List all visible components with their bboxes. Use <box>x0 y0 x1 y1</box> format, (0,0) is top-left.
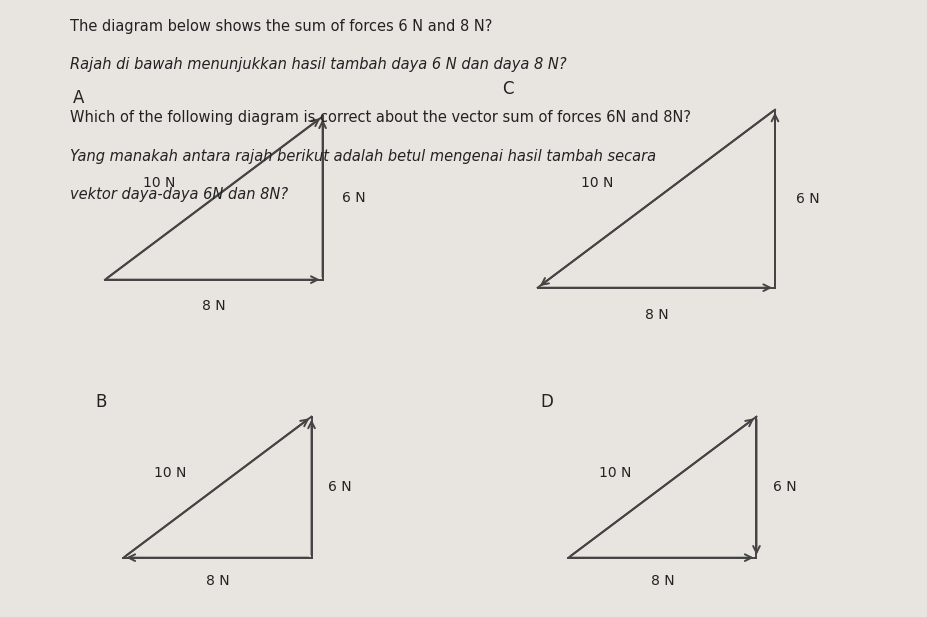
Text: 6 N: 6 N <box>328 480 351 494</box>
Text: 6 N: 6 N <box>342 191 365 205</box>
Text: 10 N: 10 N <box>154 466 186 480</box>
Text: 8 N: 8 N <box>202 299 225 313</box>
Text: 6 N: 6 N <box>795 192 819 205</box>
Text: Yang manakah antara rajah berikut adalah betul mengenai hasil tambah secara: Yang manakah antara rajah berikut adalah… <box>70 149 655 164</box>
Text: C: C <box>502 80 514 98</box>
Text: Rajah di bawah menunjukkan hasil tambah daya 6 N dan daya 8 N?: Rajah di bawah menunjukkan hasil tambah … <box>70 57 566 72</box>
Text: D: D <box>540 393 553 411</box>
Text: 10 N: 10 N <box>144 176 175 190</box>
Text: A: A <box>72 89 83 107</box>
Text: Which of the following diagram is correct about the vector sum of forces 6N and : Which of the following diagram is correc… <box>70 110 691 125</box>
Text: 10 N: 10 N <box>581 176 613 190</box>
Text: The diagram below shows the sum of forces 6 N and 8 N?: The diagram below shows the sum of force… <box>70 19 492 33</box>
Text: 8 N: 8 N <box>206 574 229 588</box>
Text: 6 N: 6 N <box>773 480 796 494</box>
Text: B: B <box>95 393 107 411</box>
Text: 8 N: 8 N <box>644 308 668 323</box>
Text: vektor daya-daya 6N dan 8N?: vektor daya-daya 6N dan 8N? <box>70 187 287 202</box>
Text: 8 N: 8 N <box>651 574 674 588</box>
Text: 10 N: 10 N <box>599 466 631 480</box>
